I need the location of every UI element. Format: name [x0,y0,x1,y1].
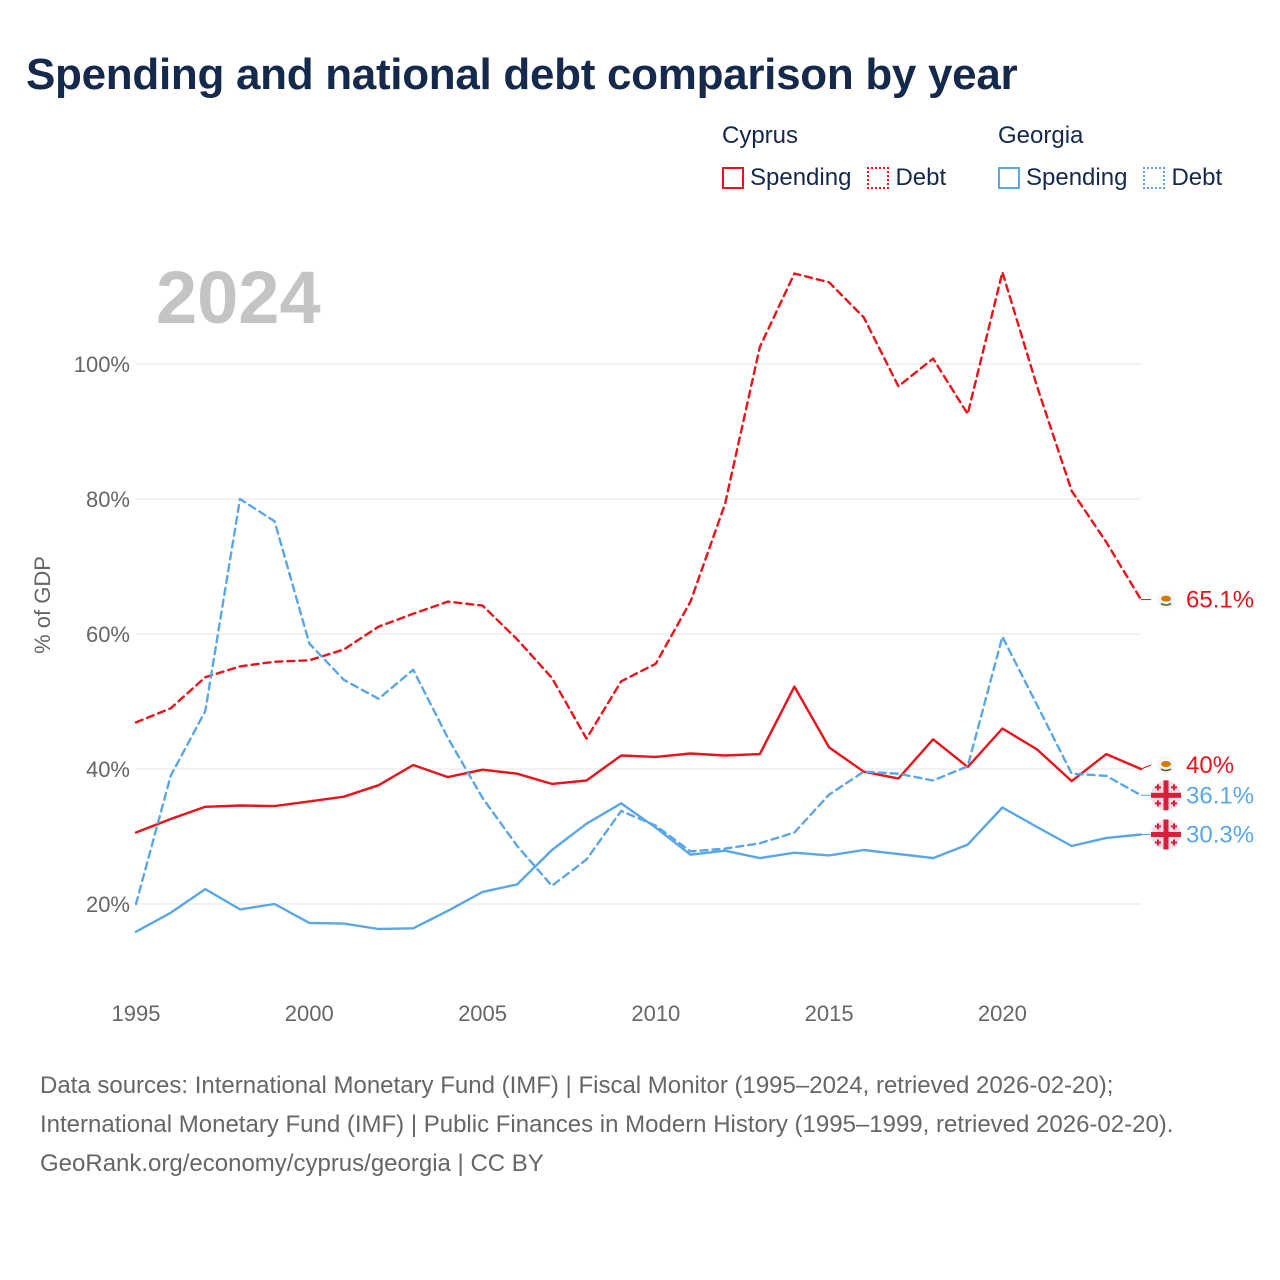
legend-label: Debt [895,164,947,191]
x-tick-label: 2005 [458,1001,507,1026]
georgia-flag-small-cross [1157,839,1159,846]
series-line-georgia-debt [134,497,1143,906]
legend-swatch-dotted [1143,167,1166,189]
y-tick-label: 60% [86,622,130,647]
legend-label: Spending [750,164,852,191]
series-line-cyprus-spending [134,685,1143,834]
year-watermark: 2024 [156,256,321,339]
georgia-flag-small-cross [1173,800,1175,807]
y-axis-label: % of GDP [30,556,55,654]
y-tick-label: 20% [86,892,130,917]
legend-label: Debt [1171,164,1223,191]
legend-group-name-cyprus: Cyprus [722,122,799,149]
y-tick-label: 100% [74,352,130,377]
line-chart: 2024 20% 40% 60% 80% 100% % of GDP 1995 2000 2005… [30,256,1254,1026]
series-line-georgia-spending [134,802,1143,933]
georgia-flag-cross-v [1163,819,1169,850]
georgia-flag-cross-v [1163,780,1169,811]
x-tick-label: 2000 [285,1001,334,1026]
cyprus-flag-map [1161,761,1171,767]
legend-swatch-solid [722,167,744,189]
x-tick-label: 1995 [112,1001,161,1026]
y-tick-label: 80% [86,487,130,512]
end-value-label: 40% [1186,752,1234,779]
end-value-label: 30.3% [1186,821,1254,848]
x-tick-label: 2020 [978,1001,1027,1026]
georgia-flag-small-cross [1173,784,1175,791]
legend-group-name-georgia: Georgia [998,122,1084,149]
georgia-flag-small-cross [1157,800,1159,807]
georgia-flag-small-cross [1173,823,1175,830]
legend-swatch-solid [998,167,1020,189]
series-line-cyprus-debt [134,271,1143,740]
georgia-flag-small-cross [1157,823,1159,830]
end-value-label: 65.1% [1186,587,1254,614]
credit-line: GeoRank.org/economy/cyprus/georgia | CC … [40,1150,544,1177]
data-sources: Data sources: International Monetary Fun… [40,1072,1174,1138]
cyprus-flag-olive [1160,602,1172,606]
georgia-flag-small-cross [1173,839,1175,846]
legend-label: Spending [1026,164,1128,191]
legend-swatch-dotted [867,167,890,189]
legend-item-cyprus-spending[interactable]: Spending [722,164,851,192]
x-tick-label: 2015 [805,1001,854,1026]
legend-group-georgia: Georgia Spending Debt [998,122,1230,192]
georgia-flag-small-cross [1157,784,1159,791]
end-connector [1140,764,1152,770]
legend-item-georgia-debt[interactable]: Debt [1143,164,1222,192]
legend-group-cyprus: Cyprus Spending Debt [722,122,954,192]
cyprus-flag-map [1161,595,1171,602]
end-value-label: 36.1% [1186,782,1254,809]
footer: Data sources: International Monetary Fun… [40,1066,1240,1183]
chart-title: Spending and national debt comparison by… [26,50,1018,99]
x-tick-label: 2010 [631,1001,680,1026]
y-tick-label: 40% [86,757,130,782]
legend-item-georgia-spending[interactable]: Spending [998,164,1127,192]
legend-item-cyprus-debt[interactable]: Debt [867,164,946,192]
cyprus-flag-olive [1160,768,1172,772]
